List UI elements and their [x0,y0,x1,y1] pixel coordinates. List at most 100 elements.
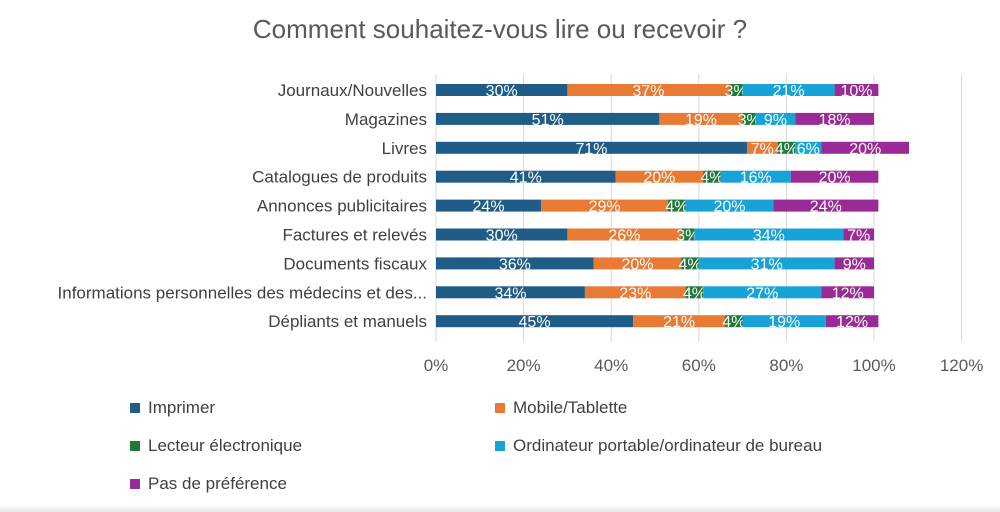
bar-segment [698,257,835,270]
legend-label: Pas de préférence [148,474,287,493]
category-label: Annonces publicitaires [257,197,427,216]
data-label: 41% [510,170,542,187]
legend-label: Mobile/Tablette [513,398,628,417]
data-label: 45% [519,314,551,331]
bar-segment [436,84,568,96]
data-label: 19% [685,112,717,129]
bar-segment [436,170,616,183]
bar-segment [821,141,910,154]
bar-segment [795,112,874,125]
data-label: 19% [768,314,800,331]
data-label: 4% [722,314,745,331]
bar-segment [795,141,822,154]
data-label: 12% [836,314,868,331]
data-label: 4% [678,256,701,273]
bar-segment [584,286,686,299]
data-label: 3% [676,228,699,245]
chart-title: Comment souhaitez-vous lire ou recevoir … [252,14,748,44]
data-label: 3% [738,112,761,129]
bar-segment [703,286,822,299]
bar-segment [681,257,699,270]
bar-segment [436,257,594,270]
bar-segment [742,112,756,125]
bar-segment [773,199,879,212]
bar-segment [436,141,747,154]
x-tick-label: 60% [682,356,716,375]
category-label: Informations personnelles des médecins e… [58,283,427,302]
bar-segment [729,84,743,96]
bar-segment [742,84,835,96]
bar-segment [790,170,879,183]
bar-segment [436,199,542,212]
bar-segment [593,257,682,270]
x-tick-label: 40% [594,356,628,375]
bar-segment [755,112,796,125]
bar-segment [746,141,778,154]
legend-swatch [495,441,505,451]
bar-segment [821,286,874,299]
x-tick-label: 80% [769,356,803,375]
bar-segment [742,315,826,328]
data-label: 3% [724,83,747,100]
category-label: Dépliants et manuels [268,312,427,331]
category-label: Factures et relevés [282,226,427,245]
legend-swatch [130,403,140,413]
category-label: Journaux/Nouvelles [278,81,427,100]
x-tick-label: 100% [852,356,895,375]
legend-item: Ordinateur portable/ordinateur de bureau [495,436,822,456]
bar-segment [825,315,879,328]
bar-segment [777,141,796,154]
data-label: 71% [575,141,607,158]
data-label: 29% [589,199,621,216]
data-label: 36% [499,256,531,273]
bar-segment [436,228,568,241]
legend-item: Lecteur électronique [130,436,302,456]
data-label: 9% [764,112,787,129]
bar-segment [685,199,774,212]
data-label: 21% [773,83,805,100]
category-label: Catalogues de produits [252,168,427,187]
bar-segment [685,286,704,299]
bar-segment [659,112,743,125]
bottom-strip [0,505,1000,512]
bar-segment [694,228,844,241]
legend-label: Imprimer [148,398,216,417]
data-label: 51% [532,112,564,129]
data-label: 20% [643,170,675,187]
category-label: Documents fiscaux [283,254,427,273]
bar-segment [703,170,721,183]
category-label: Magazines [345,110,427,129]
bar-segment [567,84,730,96]
data-label: 20% [713,199,745,216]
bar-segment [615,170,704,183]
data-label: 6% [797,141,820,158]
data-label: 23% [619,285,651,302]
data-label: 20% [819,170,851,187]
data-label: 30% [486,83,518,100]
data-label: 7% [751,141,774,158]
bar-segment [843,228,874,241]
x-tick-label: 0% [424,356,449,375]
bar-segment [541,199,669,212]
data-label: 34% [494,285,526,302]
data-label: 21% [663,314,695,331]
bar-segment [633,315,726,328]
data-label: 24% [810,199,842,216]
category-label: Livres [382,139,427,158]
data-label: 4% [775,141,798,158]
data-label: 4% [700,170,723,187]
data-label: 24% [473,199,505,216]
legend-label: Ordinateur portable/ordinateur de bureau [513,436,823,455]
data-label: 12% [832,285,864,302]
legend-item: Mobile/Tablette [495,398,627,418]
bar-segment [668,199,686,212]
data-label: 31% [751,256,783,273]
data-label: 9% [843,256,866,273]
legend-swatch [130,479,140,489]
legend-label: Lecteur électronique [148,436,303,455]
bar-segment [725,315,743,328]
legend-item: Imprimer [130,398,215,418]
data-label: 4% [683,285,706,302]
bar-segment [436,286,585,299]
